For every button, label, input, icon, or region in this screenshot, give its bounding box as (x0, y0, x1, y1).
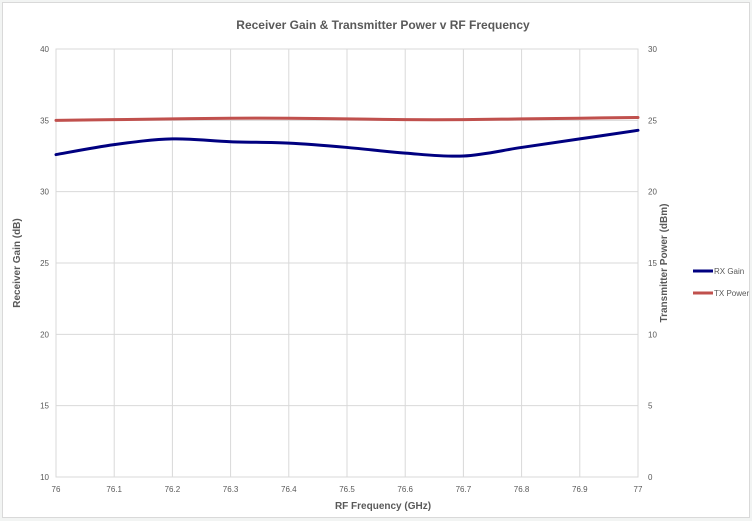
x-tick-label: 76.8 (514, 485, 530, 494)
chart-title: Receiver Gain & Transmitter Power v RF F… (236, 18, 530, 32)
y2-axis-title: Transmitter Power (dBm) (659, 204, 670, 323)
legend: RX Gain TX Power (693, 267, 749, 298)
y-axis-title: Receiver Gain (dB) (12, 218, 23, 307)
series-line-rx-gain (54, 128, 640, 158)
x-axis-title: RF Frequency (GHz) (335, 501, 431, 512)
y-tick-label: 15 (40, 402, 49, 411)
legend-label-rx-gain: RX Gain (714, 267, 744, 276)
legend-label-tx-power: TX Power (714, 289, 749, 298)
y2-tick-label: 15 (648, 259, 657, 268)
y-tick-label: 40 (40, 45, 49, 54)
series-line-tx-power (54, 115, 640, 122)
y2-tick-label: 30 (648, 45, 657, 54)
x-tick-label: 76.4 (281, 485, 297, 494)
chart-background (3, 3, 749, 517)
y2-tick-label: 20 (648, 188, 657, 197)
x-tick-label: 76.9 (572, 485, 588, 494)
chart-svg: 10 15 20 25 30 35 40 0 5 10 15 20 25 30 76 76.1 76.2 76.3… (3, 3, 749, 517)
y2-tick-label: 25 (648, 116, 657, 125)
y-tick-label: 10 (40, 473, 49, 482)
x-tick-label: 76.6 (397, 485, 413, 494)
x-tick-label: 76.2 (165, 485, 181, 494)
plot-border (55, 48, 639, 478)
x-tick-label: 77 (634, 485, 643, 494)
x-tick-label: 76.5 (339, 485, 355, 494)
series-layer (54, 115, 640, 158)
x-tick-label: 76.1 (106, 485, 122, 494)
y2-tick-label: 10 (648, 330, 657, 339)
y2-tick-label: 5 (648, 402, 653, 411)
x-tick-label: 76.7 (456, 485, 472, 494)
y-tick-label: 20 (40, 330, 49, 339)
x-tick-label: 76 (52, 485, 61, 494)
y2-tick-label: 0 (648, 473, 653, 482)
y-tick-label: 35 (40, 116, 49, 125)
y-tick-label: 25 (40, 259, 49, 268)
y-tick-label: 30 (40, 188, 49, 197)
tick-labels: 10 15 20 25 30 35 40 0 5 10 15 20 25 30 76 76.1 76.2 76.3… (40, 45, 657, 494)
x-tick-label: 76.3 (223, 485, 239, 494)
